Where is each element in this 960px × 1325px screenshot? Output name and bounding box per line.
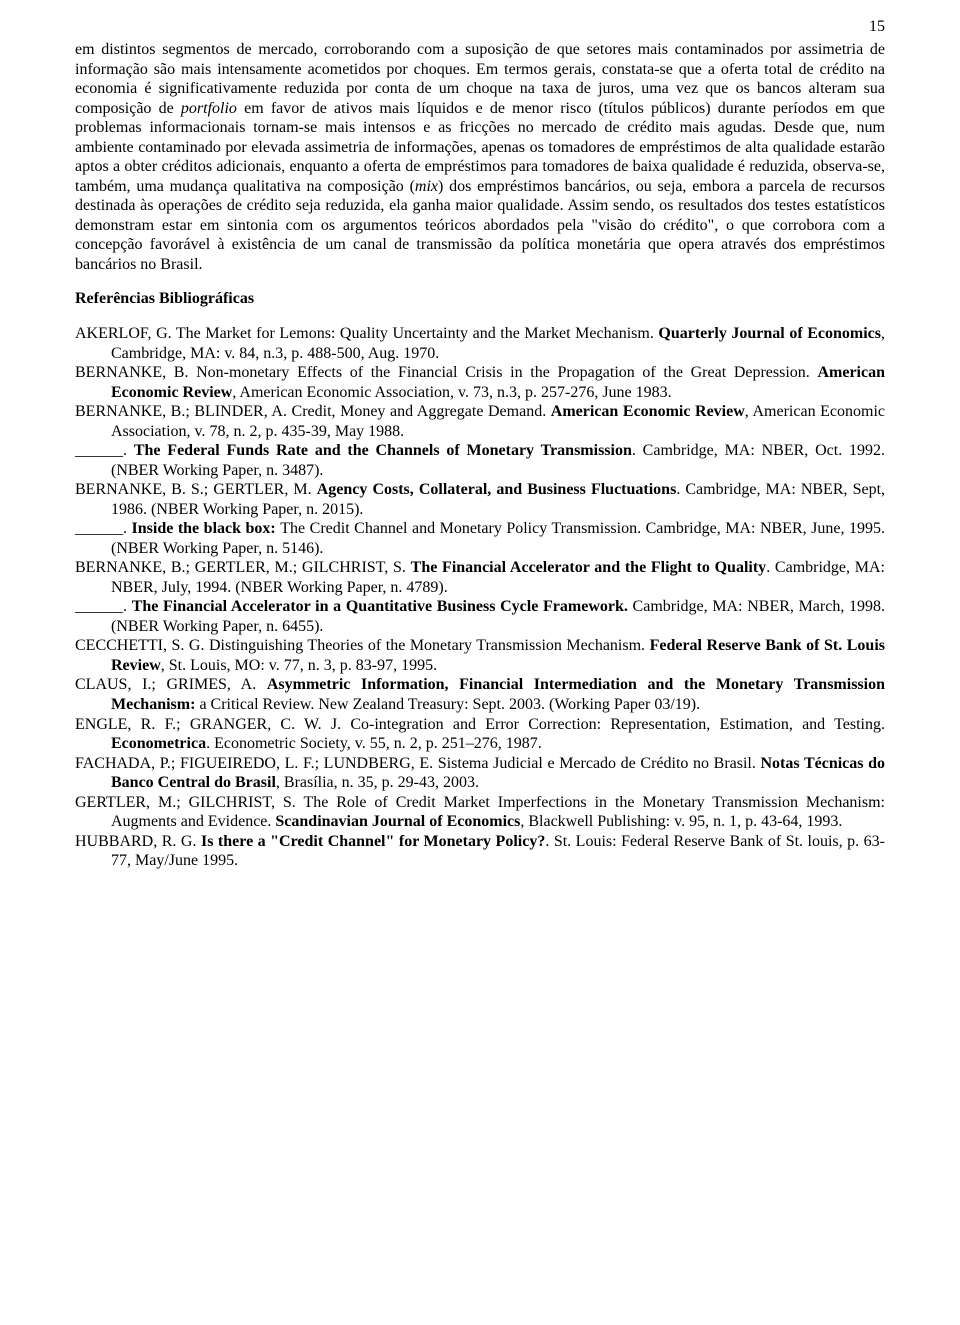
reference-entry: HUBBARD, R. G. Is there a "Credit Channe… xyxy=(75,832,885,871)
page: 15 em distintos segmentos de mercado, co… xyxy=(0,0,960,1325)
text-run: BERNANKE, B.; GERTLER, M.; GILCHRIST, S. xyxy=(75,559,411,576)
reference-entry: CLAUS, I.; GRIMES, A. Asymmetric Informa… xyxy=(75,675,885,714)
text-run: . Econometric Society, v. 55, n. 2, p. 2… xyxy=(206,735,542,752)
text-run: BERNANKE, B. S.; GERTLER, M. xyxy=(75,481,317,498)
section-title-references: Referências Bibliográficas xyxy=(75,290,885,308)
text-run: CECCHETTI, S. G. Distinguishing Theories… xyxy=(75,637,650,654)
text-run: Is there a "Credit Channel" for Monetary… xyxy=(201,833,545,850)
text-run: BERNANKE, B. Non-monetary Effects of the… xyxy=(75,364,817,381)
reference-entry: CECCHETTI, S. G. Distinguishing Theories… xyxy=(75,636,885,675)
text-run: Quarterly Journal of Economics xyxy=(658,325,881,342)
text-run: a Critical Review. New Zealand Treasury:… xyxy=(199,696,700,713)
text-run: AKERLOF, G. The Market for Lemons: Quali… xyxy=(75,325,658,342)
text-run: , Brasília, n. 35, p. 29-43, 2003. xyxy=(276,774,479,791)
text-run: CLAUS, I.; GRIMES, A. xyxy=(75,676,267,693)
reference-entry: FACHADA, P.; FIGUEIREDO, L. F.; LUNDBERG… xyxy=(75,754,885,793)
page-number: 15 xyxy=(869,18,885,36)
text-run: The Federal Funds Rate and the Channels … xyxy=(134,442,632,459)
text-run: BERNANKE, B.; BLINDER, A. Credit, Money … xyxy=(75,403,551,420)
text-run: ______. xyxy=(75,520,132,537)
text-run: Scandinavian Journal of Economics xyxy=(275,813,520,830)
text-run: The Financial Accelerator and the Flight… xyxy=(411,559,767,576)
text-run: Agency Costs, Collateral, and Business F… xyxy=(317,481,677,498)
reference-entry: BERNANKE, B.; GERTLER, M.; GILCHRIST, S.… xyxy=(75,558,885,597)
text-run: HUBBARD, R. G. xyxy=(75,833,201,850)
reference-entry: ENGLE, R. F.; GRANGER, C. W. J. Co-integ… xyxy=(75,715,885,754)
text-run: mix xyxy=(415,178,438,195)
text-run: , Blackwell Publishing: v. 95, n. 1, p. … xyxy=(520,813,842,830)
text-run: American Economic Review xyxy=(551,403,745,420)
references-list: AKERLOF, G. The Market for Lemons: Quali… xyxy=(75,324,885,870)
reference-entry: BERNANKE, B.; BLINDER, A. Credit, Money … xyxy=(75,402,885,441)
text-run: ENGLE, R. F.; GRANGER, C. W. J. Co-integ… xyxy=(75,716,885,733)
text-run: , American Economic Association, v. 73, … xyxy=(232,384,671,401)
body-paragraph: em distintos segmentos de mercado, corro… xyxy=(75,40,885,274)
text-run: FACHADA, P.; FIGUEIREDO, L. F.; LUNDBERG… xyxy=(75,755,761,772)
text-run: Inside the black box: xyxy=(132,520,281,537)
text-run: portfolio xyxy=(181,100,237,117)
text-run: ______. xyxy=(75,598,132,615)
text-run: The Financial Accelerator in a Quantitat… xyxy=(132,598,628,615)
reference-entry: GERTLER, M.; GILCHRIST, S. The Role of C… xyxy=(75,793,885,832)
reference-entry: BERNANKE, B. Non-monetary Effects of the… xyxy=(75,363,885,402)
reference-entry: ______. The Federal Funds Rate and the C… xyxy=(75,441,885,480)
reference-entry: ______. The Financial Accelerator in a Q… xyxy=(75,597,885,636)
text-run: , St. Louis, MO: v. 77, n. 3, p. 83-97, … xyxy=(161,657,437,674)
reference-entry: BERNANKE, B. S.; GERTLER, M. Agency Cost… xyxy=(75,480,885,519)
reference-entry: ______. Inside the black box: The Credit… xyxy=(75,519,885,558)
text-run: ______. xyxy=(75,442,134,459)
reference-entry: AKERLOF, G. The Market for Lemons: Quali… xyxy=(75,324,885,363)
text-run: Econometrica xyxy=(111,735,206,752)
